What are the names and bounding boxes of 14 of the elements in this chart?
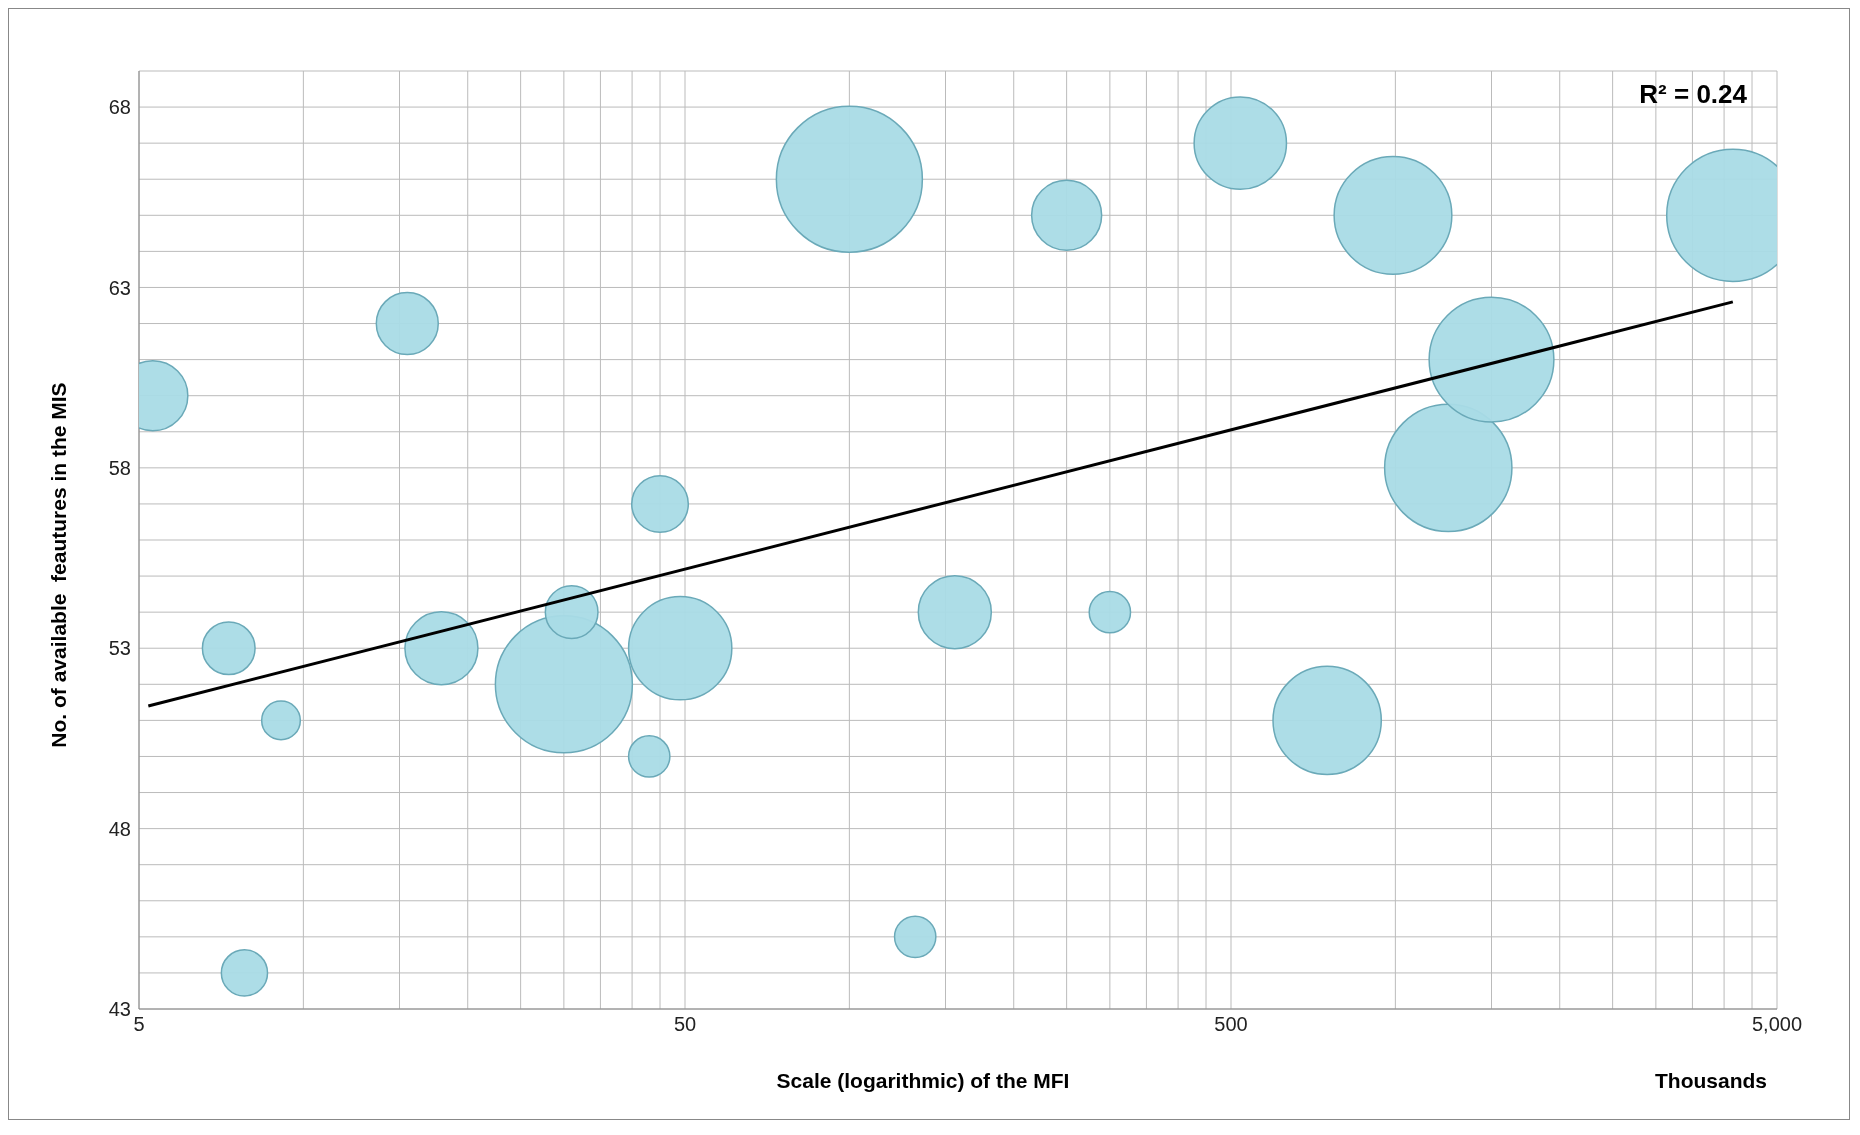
- y-tick-label: 63: [108, 276, 131, 299]
- y-axis-title: No. of available feautures in the MIS: [47, 382, 71, 748]
- y-tick-label: 58: [108, 456, 131, 479]
- y-tick-label: 53: [108, 637, 131, 660]
- x-tick-label: 50: [673, 1013, 697, 1036]
- x-tick-label: 500: [1214, 1013, 1248, 1036]
- x-tick-label: 5,000: [1751, 1013, 1803, 1036]
- x-axis-title: Scale (logarithmic) of the MFI: [776, 1069, 1070, 1092]
- annotation: R² = 0.24: [1639, 79, 1747, 110]
- y-tick-label: 48: [108, 817, 131, 840]
- y-tick-label: 43: [108, 998, 131, 1021]
- y-tick-label: 68: [108, 96, 131, 119]
- text: Thousands: [1654, 1069, 1767, 1093]
- x-tick-label: 5: [133, 1013, 145, 1036]
